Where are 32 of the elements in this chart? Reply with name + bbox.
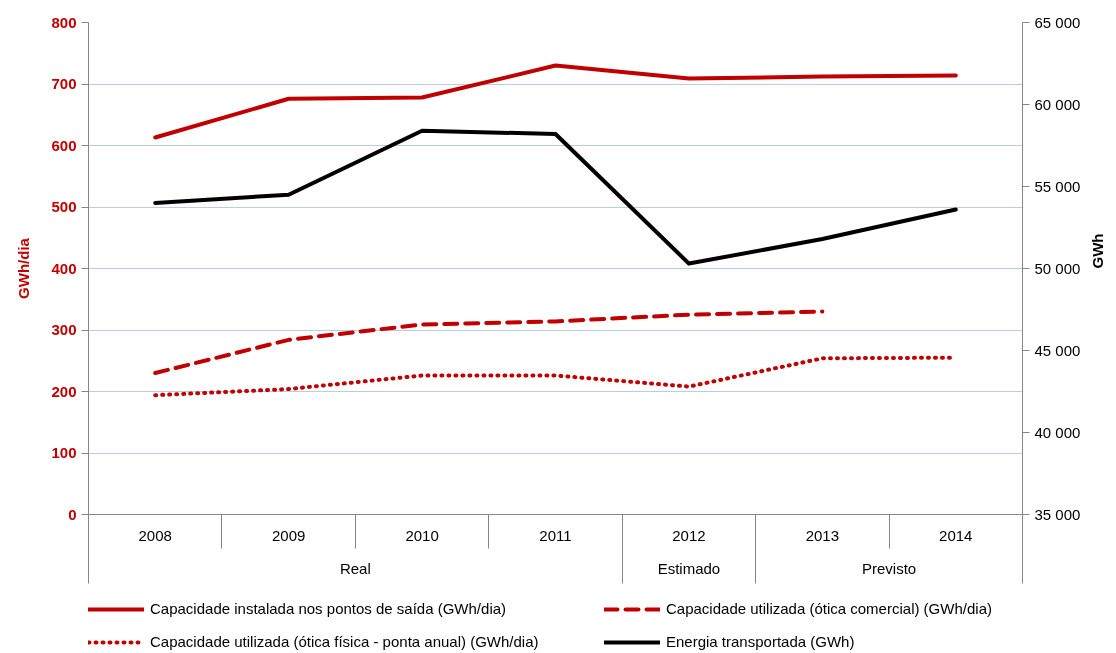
y-tick-label: 500 — [51, 198, 77, 215]
y-tick-label: 700 — [51, 75, 77, 92]
y2-tick-label: 55 000 — [1034, 178, 1081, 195]
x-tick-label: 2012 — [672, 526, 706, 544]
y-axis-title: GWh/dia — [15, 237, 33, 299]
y2-tick-label: 65 000 — [1034, 14, 1081, 31]
y-tick-label: 800 — [51, 13, 77, 31]
y-tick-label: 200 — [51, 382, 77, 400]
x-tick-label: 2011 — [539, 526, 572, 544]
legend-label: Energia transportada (GWh) — [666, 632, 856, 651]
legend-label: Capacidade utilizada (ótica física - ponta anual) (GWh/dia) — [150, 632, 540, 651]
text: Real — [339, 559, 371, 577]
x-tick-label: 2008 — [138, 526, 172, 544]
y-tick-label: 600 — [51, 136, 77, 154]
legend-label: Capacidade instalada nos pontos de saída (GWh/dia) — [150, 599, 508, 618]
y-tick-label: 0 — [68, 505, 77, 523]
text: Estimado — [657, 559, 721, 577]
y2-tick-label: 60 000 — [1034, 96, 1081, 113]
x-tick-label: 2010 — [405, 526, 439, 544]
y2-tick-label: 40 000 — [1034, 424, 1081, 441]
legend-label: Capacidade utilizada (ótica comercial) (GWh/dia) — [666, 599, 993, 618]
y-tick-label: 100 — [51, 444, 77, 461]
y2-tick-label: 35 000 — [1034, 506, 1081, 523]
y2-axis-title: GWh — [1088, 233, 1106, 269]
y-tick-label: 400 — [51, 259, 77, 277]
x-tick-label: 2013 — [805, 526, 840, 544]
text: Previsto — [861, 559, 917, 577]
x-tick-label: 2014 — [939, 526, 973, 544]
y2-tick-label: 50 000 — [1034, 260, 1081, 277]
y2-tick-label: 45 000 — [1034, 342, 1081, 359]
x-tick-label: 2009 — [271, 526, 306, 544]
y-tick-label: 300 — [51, 321, 77, 338]
